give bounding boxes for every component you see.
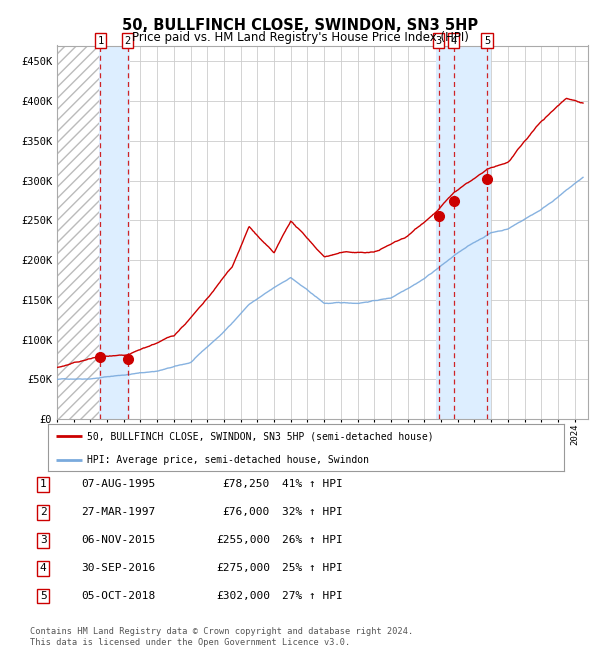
Bar bbox=[99, 46, 130, 419]
Text: 1: 1 bbox=[97, 36, 104, 46]
Text: 26% ↑ HPI: 26% ↑ HPI bbox=[282, 535, 343, 545]
Text: 07-AUG-1995: 07-AUG-1995 bbox=[81, 479, 155, 489]
Text: 25% ↑ HPI: 25% ↑ HPI bbox=[282, 563, 343, 573]
Text: Contains HM Land Registry data © Crown copyright and database right 2024.
This d: Contains HM Land Registry data © Crown c… bbox=[30, 627, 413, 647]
Text: 27% ↑ HPI: 27% ↑ HPI bbox=[282, 591, 343, 601]
Text: 06-NOV-2015: 06-NOV-2015 bbox=[81, 535, 155, 545]
Text: 32% ↑ HPI: 32% ↑ HPI bbox=[282, 507, 343, 517]
Text: 50, BULLFINCH CLOSE, SWINDON, SN3 5HP (semi-detached house): 50, BULLFINCH CLOSE, SWINDON, SN3 5HP (s… bbox=[86, 431, 433, 441]
Text: HPI: Average price, semi-detached house, Swindon: HPI: Average price, semi-detached house,… bbox=[86, 454, 368, 465]
Text: 3: 3 bbox=[40, 535, 47, 545]
Text: 2: 2 bbox=[40, 507, 47, 517]
Text: 5: 5 bbox=[40, 591, 47, 601]
Text: 41% ↑ HPI: 41% ↑ HPI bbox=[282, 479, 343, 489]
Bar bbox=[436, 46, 491, 419]
Text: £302,000: £302,000 bbox=[216, 591, 270, 601]
Text: 5: 5 bbox=[484, 36, 490, 46]
Text: £78,250: £78,250 bbox=[223, 479, 270, 489]
Text: 4: 4 bbox=[40, 563, 47, 573]
Text: 30-SEP-2016: 30-SEP-2016 bbox=[81, 563, 155, 573]
Text: £76,000: £76,000 bbox=[223, 507, 270, 517]
Text: 05-OCT-2018: 05-OCT-2018 bbox=[81, 591, 155, 601]
Text: Price paid vs. HM Land Registry's House Price Index (HPI): Price paid vs. HM Land Registry's House … bbox=[131, 31, 469, 44]
Text: 1: 1 bbox=[40, 479, 47, 489]
Text: 50, BULLFINCH CLOSE, SWINDON, SN3 5HP: 50, BULLFINCH CLOSE, SWINDON, SN3 5HP bbox=[122, 18, 478, 33]
Text: 27-MAR-1997: 27-MAR-1997 bbox=[81, 507, 155, 517]
Text: 2: 2 bbox=[125, 36, 131, 46]
Bar bbox=[57, 46, 100, 419]
Text: £275,000: £275,000 bbox=[216, 563, 270, 573]
Text: 3: 3 bbox=[436, 36, 442, 46]
Text: 4: 4 bbox=[451, 36, 457, 46]
Text: £255,000: £255,000 bbox=[216, 535, 270, 545]
